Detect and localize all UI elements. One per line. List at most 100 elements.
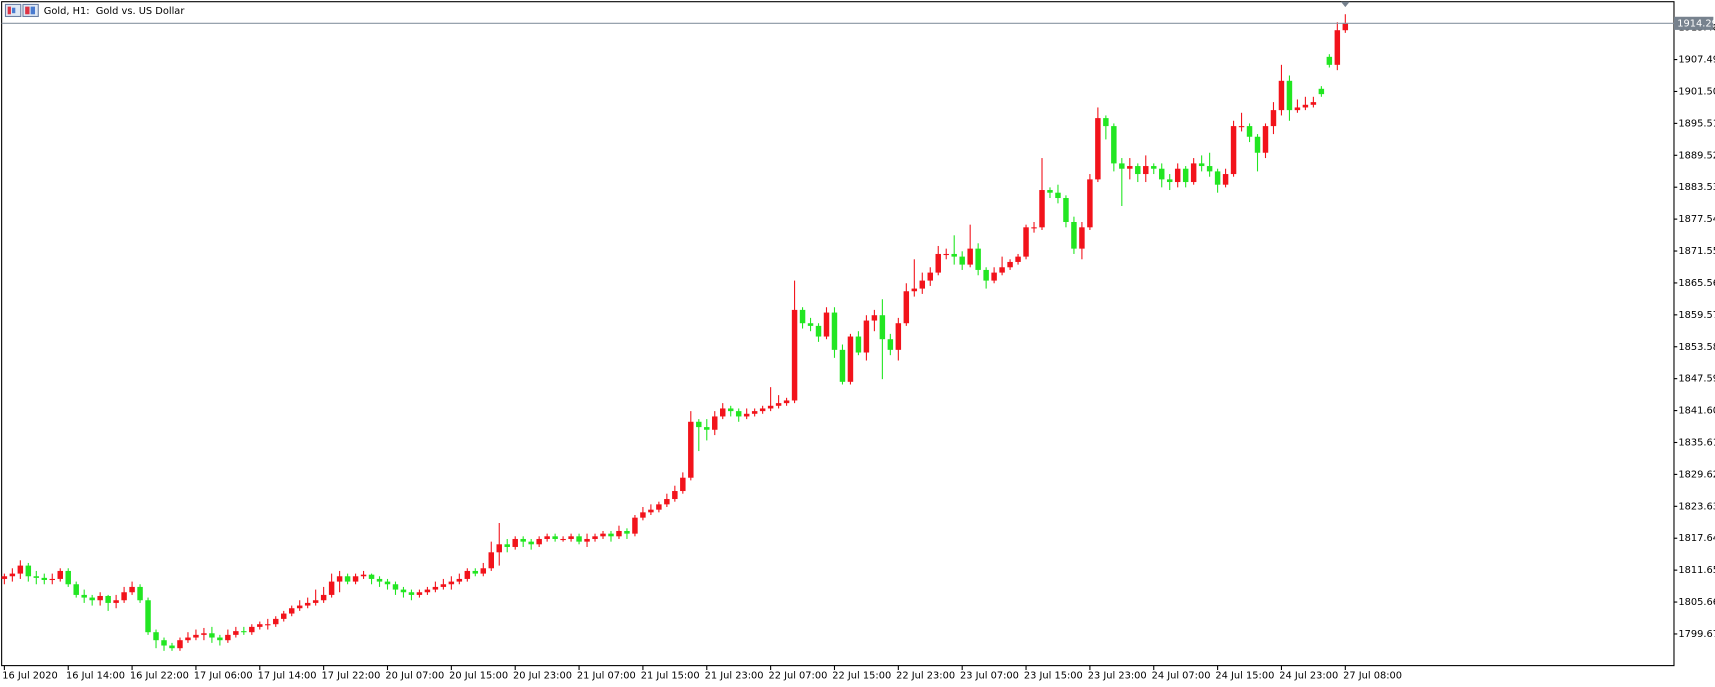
- x-tick-label: 21 Jul 23:00: [705, 670, 764, 681]
- candle-body: [376, 578, 383, 582]
- y-tick-label: 1817.64: [1678, 533, 1715, 544]
- candle-body: [336, 576, 343, 582]
- candle-body: [536, 538, 542, 545]
- candle-body: [480, 568, 487, 574]
- candle-body: [137, 586, 143, 601]
- candle-body: [1182, 168, 1189, 183]
- candle-body: [456, 578, 463, 582]
- candle-body: [1055, 192, 1061, 199]
- candle-body: [265, 624, 271, 626]
- candle-body: [887, 339, 894, 350]
- candle-body: [1007, 261, 1013, 268]
- y-tick-label: 1877.54: [1678, 214, 1715, 225]
- x-tick-label: 24 Jul 15:00: [1215, 670, 1274, 681]
- candle-body: [1103, 118, 1109, 127]
- candle-body: [1262, 126, 1269, 153]
- candle-body: [225, 634, 231, 641]
- candle-body: [193, 634, 199, 638]
- candle-body: [791, 309, 798, 401]
- candle-body: [432, 586, 439, 590]
- candle-body: [927, 272, 933, 281]
- candle-body: [680, 477, 686, 492]
- candle-body: [1119, 163, 1125, 169]
- candle-body: [81, 594, 87, 598]
- candle-body: [1111, 126, 1117, 164]
- y-tick-label: 1883.53: [1678, 182, 1715, 193]
- y-tick-label: 1847.59: [1678, 374, 1715, 385]
- candle-body: [759, 408, 766, 412]
- y-tick-label: 1895.51: [1678, 118, 1715, 129]
- candle-body: [1143, 166, 1149, 175]
- candle-body: [959, 256, 965, 265]
- x-tick-label: 16 Jul 14:00: [66, 670, 125, 681]
- y-tick-label: 1805.66: [1678, 597, 1715, 608]
- candle-body: [512, 538, 518, 547]
- x-tick-label: 22 Jul 15:00: [832, 670, 891, 681]
- candle-body: [233, 631, 239, 635]
- candle-body: [815, 325, 822, 337]
- candle-body: [384, 581, 391, 585]
- candle-body: [528, 541, 534, 545]
- candle-body: [552, 536, 558, 539]
- candle-body: [624, 530, 630, 534]
- candle-body: [560, 538, 566, 541]
- candle-body: [696, 421, 702, 428]
- y-tick-label: 1871.55: [1678, 246, 1715, 257]
- candle-body: [895, 323, 902, 350]
- candle-body: [831, 312, 838, 350]
- candle-body: [1318, 88, 1325, 95]
- candle-body: [129, 586, 135, 593]
- y-tick-label: 1907.49: [1678, 55, 1715, 66]
- x-tick-label: 22 Jul 07:00: [768, 670, 827, 681]
- candle-body: [799, 309, 806, 324]
- candle-body: [1246, 126, 1253, 137]
- candle-body: [1302, 104, 1309, 108]
- candle-body: [273, 618, 279, 625]
- candle-body: [863, 320, 870, 353]
- candle-body: [41, 577, 48, 580]
- x-tick-label: 21 Jul 15:00: [641, 670, 700, 681]
- candle-body: [1151, 166, 1157, 169]
- x-tick-label: 23 Jul 23:00: [1088, 670, 1147, 681]
- candle-body: [73, 584, 79, 595]
- candle-body: [241, 631, 247, 633]
- candle-body: [727, 408, 734, 412]
- candle-body: [983, 269, 989, 281]
- candle-body: [807, 323, 814, 326]
- y-tick-label: 1829.62: [1678, 469, 1715, 480]
- candle-body: [991, 272, 997, 281]
- candle-body: [1254, 136, 1261, 153]
- x-tick-label: 22 Jul 23:00: [896, 670, 955, 681]
- candle-body: [1135, 166, 1141, 175]
- y-tick-label: 1889.52: [1678, 150, 1715, 161]
- candle-body: [1230, 126, 1237, 175]
- candle-body: [105, 595, 111, 603]
- candle-body: [1326, 56, 1333, 65]
- candle-body: [257, 624, 263, 627]
- candle-body: [320, 594, 327, 601]
- candle-body: [767, 405, 774, 409]
- y-tick-label: 1865.56: [1678, 278, 1715, 289]
- candle-body: [328, 581, 335, 595]
- x-tick-label: 17 Jul 22:00: [321, 670, 380, 681]
- candle-body: [1023, 227, 1029, 257]
- candle-body: [879, 315, 886, 340]
- candle-body: [1270, 110, 1277, 127]
- candle-body: [448, 581, 455, 585]
- candle-body: [568, 536, 574, 539]
- candle-body: [344, 576, 351, 582]
- candle-body: [464, 570, 471, 579]
- y-tick-label: 1835.61: [1678, 437, 1715, 448]
- candle-body: [1, 576, 8, 579]
- candle-body: [1127, 166, 1133, 169]
- candle-body: [1158, 168, 1165, 180]
- candle-body: [408, 592, 415, 595]
- candle-body: [400, 589, 407, 593]
- candle-body: [823, 312, 830, 337]
- y-tick-label: 1859.57: [1678, 310, 1715, 321]
- candle-body: [935, 253, 941, 273]
- candle-body: [121, 592, 127, 601]
- candle-body: [288, 608, 295, 614]
- candle-body: [392, 584, 399, 590]
